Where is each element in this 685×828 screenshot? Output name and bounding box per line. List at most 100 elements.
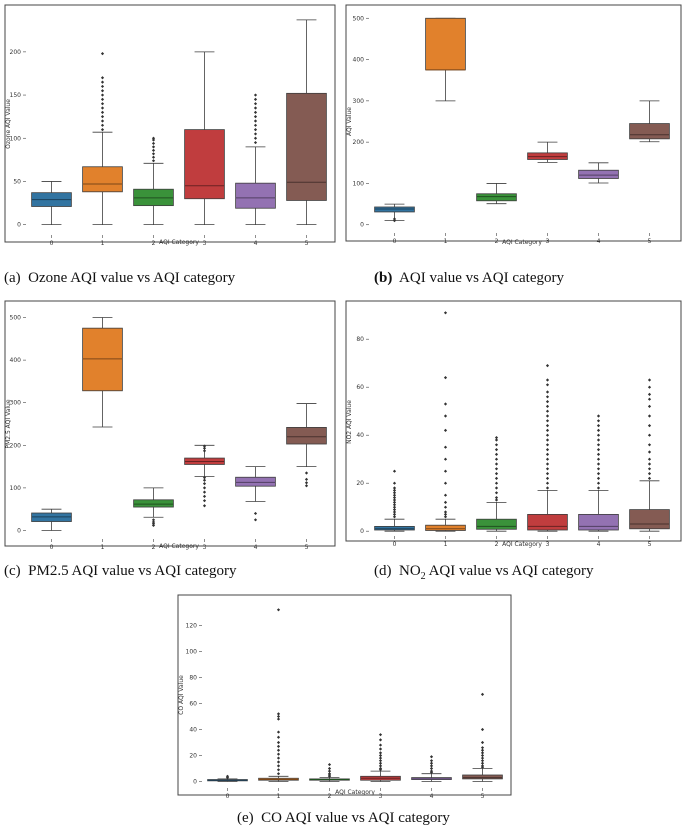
outlier-point [378, 764, 383, 768]
outlier-point [480, 759, 485, 763]
y-tick-label: 60 [189, 700, 197, 707]
outlier-point [443, 510, 448, 514]
box-iqr [374, 525, 415, 531]
box-iqr [629, 509, 670, 530]
y-tick-label: 20 [189, 752, 197, 759]
x-tick-label: 3 [203, 544, 207, 551]
box-iqr [476, 193, 517, 202]
chart-b: 0 100 200 300 400 500 0 1 2 3 4 5 AQI Category AQI Va… [345, 4, 682, 246]
chart-panel-e: 0 20 40 60 80 100 120 0 1 2 3 4 5 AQI Category CO AQI … [172, 590, 517, 800]
box-4 [578, 414, 619, 532]
box-4 [578, 162, 619, 184]
y-tick-label: 200 [353, 139, 365, 146]
outlier-point [276, 735, 281, 739]
outlier-point [253, 106, 258, 110]
outlier-point [494, 498, 499, 502]
y-tick-label: 20 [356, 480, 364, 487]
outlier-point [545, 414, 550, 418]
x-tick-label: 1 [444, 238, 448, 245]
y-tick-label: 0 [17, 527, 21, 534]
outlier-point [480, 756, 485, 760]
outlier-point [392, 488, 397, 492]
y-tick-label: 300 [10, 400, 22, 407]
outlier-point [480, 761, 485, 765]
outlier-point [392, 505, 397, 509]
y-tick-label: 0 [360, 222, 364, 229]
caption-e: (e) CO AQI value vs AQI category [237, 810, 450, 827]
chart-frame [4, 300, 336, 547]
x-tick-label: 2 [152, 240, 156, 247]
box-1 [425, 311, 466, 532]
outlier-point [429, 759, 434, 763]
box-5 [629, 378, 670, 532]
outlier-point [443, 469, 448, 473]
outlier-point [151, 520, 156, 524]
outlier-point [494, 491, 499, 495]
x-tick-label: 5 [648, 541, 652, 548]
outlier-point [596, 472, 601, 476]
box-5 [286, 403, 327, 488]
outlier-point [276, 608, 281, 612]
outlier-point [494, 476, 499, 480]
outlier-point [647, 443, 652, 447]
caption-a-text: Ozone AQI value vs AQI category [28, 270, 236, 286]
y-tick-label: 200 [10, 442, 22, 449]
outlier-point [100, 80, 105, 84]
box-5 [286, 19, 327, 226]
outlier-point [253, 97, 258, 101]
outlier-point [443, 311, 448, 315]
outlier-point [647, 414, 652, 418]
caption-e-text: CO AQI value vs AQI category [261, 810, 450, 826]
outlier-point [443, 500, 448, 504]
outlier-point [480, 740, 485, 745]
outlier-point [276, 717, 281, 721]
outlier-point [443, 445, 448, 449]
y-tick-label: 200 [10, 49, 22, 56]
outlier-point [276, 714, 281, 719]
x-tick-label: 5 [305, 240, 309, 247]
outlier-point [480, 764, 485, 768]
box-0 [31, 508, 72, 531]
box-iqr [476, 518, 517, 530]
x-tick-label: 5 [481, 793, 485, 800]
outlier-point [596, 486, 601, 490]
outlier-point [545, 481, 550, 485]
box-2 [133, 136, 174, 226]
outlier-point [202, 490, 207, 494]
outlier-point [378, 733, 383, 737]
y-tick-label: 50 [13, 178, 21, 185]
outlier-point [151, 523, 156, 527]
outlier-point [596, 457, 601, 461]
x-tick-label: 1 [101, 240, 105, 247]
outlier-point [429, 764, 434, 768]
y-tick-label: 0 [360, 528, 364, 535]
x-tick-label: 3 [203, 240, 207, 247]
box-1 [258, 608, 299, 782]
outlier-point [647, 476, 652, 480]
caption-b-text: AQI value vs AQI category [399, 270, 564, 286]
box-4 [411, 755, 452, 782]
outlier-point [392, 493, 397, 497]
outlier-point [647, 450, 652, 454]
y-tick-label: 100 [10, 485, 22, 492]
box-3 [360, 733, 401, 782]
outlier-point [304, 471, 309, 475]
outlier-point [596, 481, 601, 485]
outlier-point [392, 496, 397, 500]
x-tick-label: 4 [597, 238, 601, 245]
outlier-point [443, 457, 448, 461]
outlier-point [545, 438, 550, 442]
x-tick-label: 2 [152, 544, 156, 551]
outlier-point [304, 481, 309, 485]
outlier-point [545, 395, 550, 399]
box-iqr [184, 129, 225, 200]
x-tick-label: 3 [546, 238, 550, 245]
outlier-point [545, 364, 550, 368]
chart-panel-c: 0 100 200 300 400 500 0 1 2 3 4 5 AQI Category PM2.5 … [0, 296, 340, 558]
box-1 [82, 317, 123, 428]
y-tick-label: 0 [17, 222, 21, 229]
outlier-point [378, 761, 383, 765]
box-3 [184, 444, 225, 508]
outlier-point [480, 727, 485, 732]
outlier-point [545, 467, 550, 471]
